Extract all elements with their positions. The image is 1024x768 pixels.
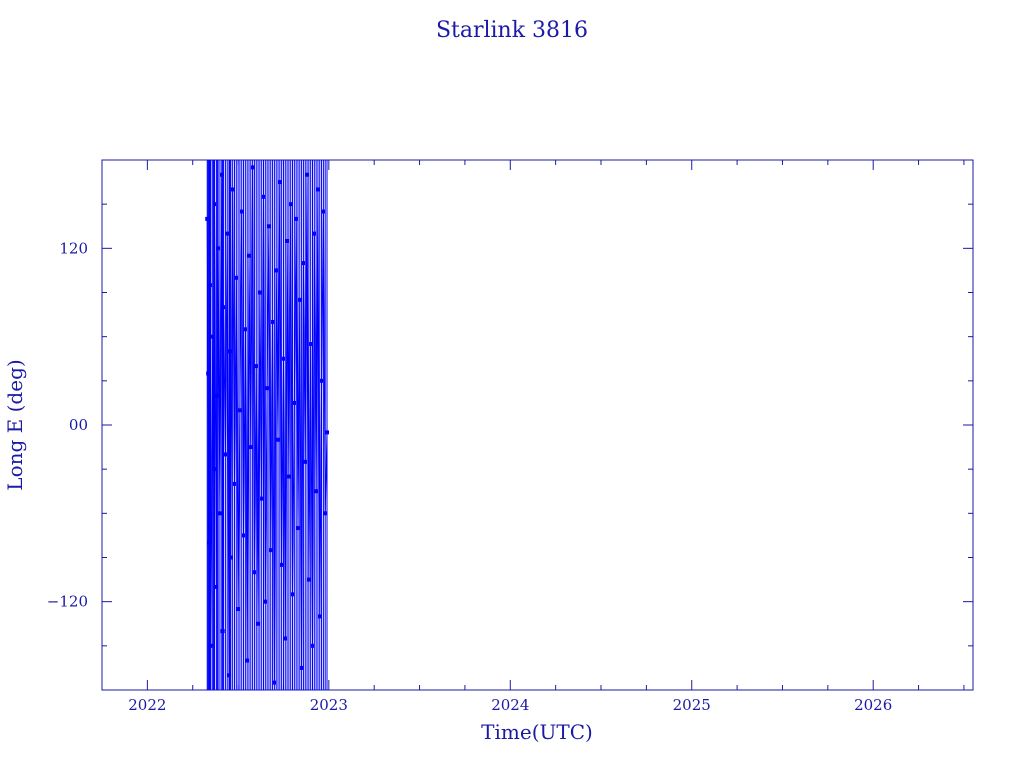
y-tick-label: 120: [59, 239, 88, 257]
data-point: [285, 238, 290, 243]
data-point: [270, 319, 275, 324]
data-point: [227, 349, 232, 354]
data-point: [277, 180, 282, 185]
data-point: [268, 548, 273, 553]
data-point: [220, 629, 225, 634]
data-point: [223, 452, 228, 457]
data-point: [208, 643, 213, 648]
x-tick-labels: 2022 2023 2024 2025 2026: [128, 696, 892, 714]
data-point: [305, 172, 310, 177]
data-point: [290, 592, 295, 597]
data-point: [205, 216, 210, 221]
data-point: [301, 261, 306, 266]
data-point: [250, 165, 255, 170]
chart-title: Starlink 3816: [436, 18, 588, 43]
data-point: [225, 231, 230, 236]
axis-ticks: [101, 160, 973, 690]
data-point: [288, 202, 293, 207]
data-point: [243, 327, 248, 332]
data-point: [265, 386, 270, 391]
x-tick-label: 2024: [491, 696, 529, 714]
data-point: [312, 231, 317, 236]
x-axis-label: Time(UTC): [481, 720, 593, 744]
data-point: [306, 577, 311, 582]
data-point: [310, 643, 315, 648]
data-point: [227, 673, 232, 678]
data-point: [256, 621, 261, 626]
data-point: [237, 408, 242, 413]
data-point: [294, 216, 299, 221]
y-tick-label: −120: [47, 593, 88, 611]
data-point: [245, 658, 250, 663]
data-point: [215, 393, 220, 398]
data-point: [299, 665, 304, 670]
data-point: [292, 400, 297, 405]
data-point: [207, 283, 212, 288]
data-point: [239, 209, 244, 214]
data-point: [257, 290, 262, 295]
data-point: [259, 496, 264, 501]
data-point: [228, 555, 233, 560]
y-tick-labels: 120 00 −120: [47, 239, 88, 610]
data-point: [272, 680, 277, 685]
data-point: [263, 599, 268, 604]
data-point: [286, 474, 291, 479]
data-point: [216, 246, 221, 251]
data-point: [219, 172, 224, 177]
data-point: [212, 202, 217, 207]
data-point: [321, 209, 326, 214]
data-point: [274, 268, 279, 273]
y-tick-label: 00: [69, 416, 88, 434]
data-point: [207, 540, 212, 545]
data-point: [283, 636, 288, 641]
data-point: [317, 614, 322, 619]
data-point: [279, 562, 284, 567]
data-point: [261, 194, 266, 199]
y-axis-label: Long E (deg): [3, 359, 27, 490]
data-point: [252, 570, 257, 575]
data-point: [217, 511, 222, 516]
data-point: [266, 224, 271, 229]
data-point: [230, 187, 235, 192]
data-point: [281, 356, 286, 361]
data-point: [221, 305, 226, 310]
data-point: [308, 342, 313, 347]
data-point: [297, 297, 302, 302]
data-point: [303, 459, 308, 464]
data-point: [206, 371, 211, 376]
data-point: [319, 378, 324, 383]
data-point: [210, 334, 215, 339]
data-point: [246, 253, 251, 258]
data-point: [323, 511, 328, 516]
x-tick-label: 2022: [128, 696, 166, 714]
x-tick-label: 2026: [854, 696, 892, 714]
data-point: [314, 489, 319, 494]
series-group: [205, 160, 330, 690]
data-point: [214, 584, 219, 589]
data-point: [234, 275, 239, 280]
data-point: [315, 187, 320, 192]
data-point: [276, 437, 281, 442]
data-point: [325, 430, 330, 435]
data-point: [236, 607, 241, 612]
data-point: [254, 364, 259, 369]
data-point: [248, 445, 253, 450]
data-point: [295, 526, 300, 531]
data-point: [232, 481, 237, 486]
data-point: [241, 533, 246, 538]
x-tick-label: 2023: [310, 696, 348, 714]
data-point: [211, 467, 216, 472]
x-tick-label: 2025: [673, 696, 711, 714]
